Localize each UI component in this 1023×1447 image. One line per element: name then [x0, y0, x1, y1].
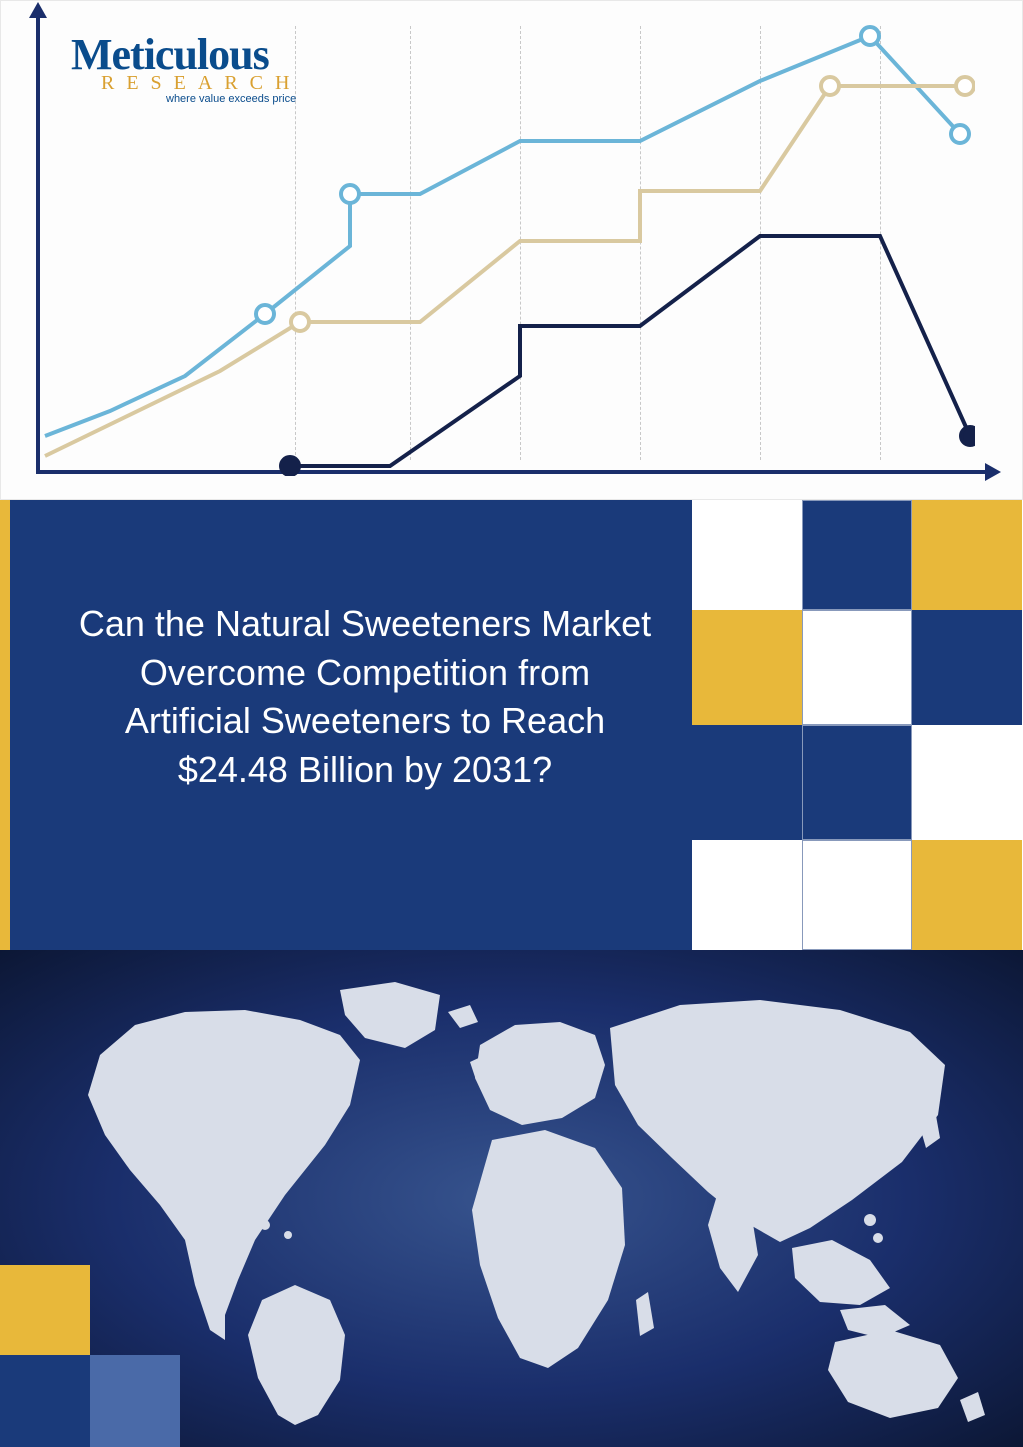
report-title: Can the Natural Sweeteners Market Overco…: [75, 600, 655, 794]
mosaic-cell: [912, 610, 1022, 725]
chart-section: Meticulous RESEARCH where value exceeds …: [0, 0, 1023, 500]
blue-line-marker: [861, 27, 879, 45]
mosaic-cell: [802, 840, 912, 950]
beige-line-marker: [821, 77, 839, 95]
x-axis-arrow: [985, 463, 1001, 481]
mosaic-cell: [802, 725, 912, 840]
beige-line-marker: [956, 77, 974, 95]
dark-line: [290, 236, 970, 466]
blue-line-marker: [256, 305, 274, 323]
mosaic-cell: [802, 500, 912, 610]
dark-line-marker: [281, 457, 299, 475]
blue-line-marker: [341, 185, 359, 203]
mosaic-cell: [692, 610, 802, 725]
mosaic-cell: [912, 725, 1022, 840]
mosaic-cell: [912, 500, 1022, 610]
map-mosaic-cell: [90, 1355, 180, 1447]
decorative-mosaic: [692, 500, 1023, 950]
logo: Meticulous RESEARCH where value exceeds …: [71, 29, 351, 105]
map-mosaic-cell: [0, 1265, 90, 1355]
beige-line-marker: [291, 313, 309, 331]
world-map: [40, 970, 990, 1430]
map-mosaic-cell: [0, 1355, 90, 1447]
beige-line: [45, 86, 965, 456]
dark-line-marker: [961, 427, 975, 445]
mosaic-cell: [692, 840, 802, 950]
mosaic-cell: [692, 725, 802, 840]
world-map-section: [0, 950, 1023, 1447]
logo-sub: RESEARCH: [71, 72, 351, 95]
title-panel: Can the Natural Sweeteners Market Overco…: [0, 500, 692, 950]
mosaic-cell: [692, 500, 802, 610]
mosaic-cell: [802, 610, 912, 725]
blue-line-marker: [951, 125, 969, 143]
title-section: Can the Natural Sweeteners Market Overco…: [0, 500, 1023, 950]
mosaic-cell: [912, 840, 1022, 950]
